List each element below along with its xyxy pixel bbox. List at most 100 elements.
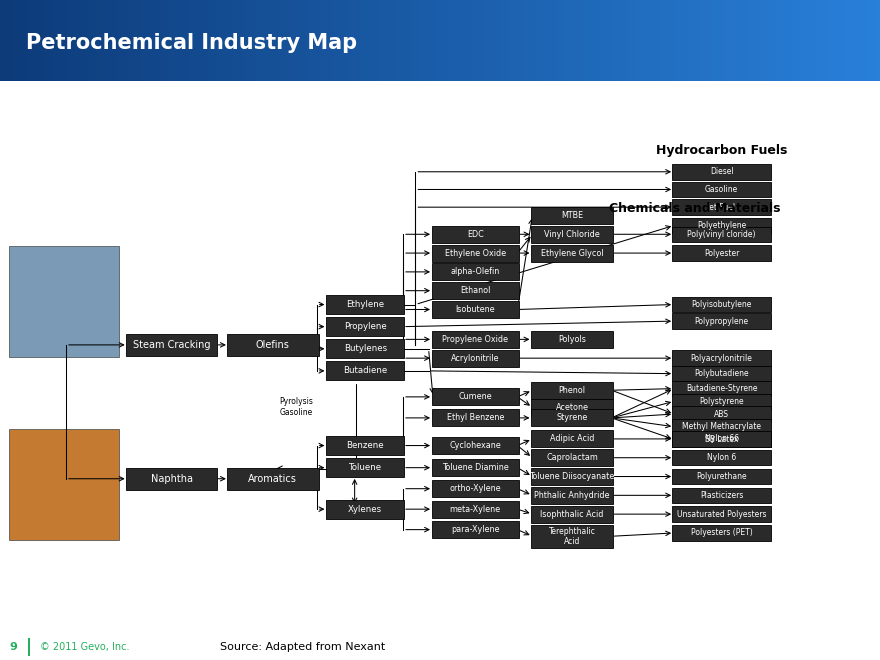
FancyBboxPatch shape	[672, 469, 771, 484]
Text: Cyclohexane: Cyclohexane	[450, 441, 501, 450]
FancyBboxPatch shape	[432, 244, 519, 261]
Text: Acetone: Acetone	[555, 403, 589, 412]
FancyBboxPatch shape	[531, 207, 613, 224]
FancyBboxPatch shape	[432, 500, 519, 517]
Text: Poly(vinyl cloride): Poly(vinyl cloride)	[687, 230, 756, 239]
FancyBboxPatch shape	[432, 331, 519, 348]
Text: Ethyl Benzene: Ethyl Benzene	[446, 413, 504, 422]
FancyBboxPatch shape	[672, 450, 771, 465]
FancyBboxPatch shape	[672, 314, 771, 329]
FancyBboxPatch shape	[432, 226, 519, 243]
FancyBboxPatch shape	[531, 487, 613, 504]
FancyBboxPatch shape	[126, 334, 217, 356]
FancyBboxPatch shape	[432, 521, 519, 538]
Text: Polyesters (PET): Polyesters (PET)	[691, 529, 752, 537]
FancyBboxPatch shape	[672, 419, 771, 434]
FancyBboxPatch shape	[227, 334, 319, 356]
Text: Butadiene: Butadiene	[343, 366, 387, 376]
Text: Nylon 6: Nylon 6	[707, 453, 737, 462]
Text: Ethylene: Ethylene	[346, 300, 385, 309]
FancyBboxPatch shape	[432, 263, 519, 280]
FancyBboxPatch shape	[531, 449, 613, 467]
FancyBboxPatch shape	[672, 432, 771, 447]
FancyBboxPatch shape	[531, 468, 613, 485]
Text: Ethylene Oxide: Ethylene Oxide	[444, 249, 506, 257]
Text: meta-Xylene: meta-Xylene	[450, 505, 501, 513]
Text: SB Latex: SB Latex	[705, 435, 738, 444]
FancyBboxPatch shape	[531, 409, 613, 426]
FancyBboxPatch shape	[531, 226, 613, 243]
FancyBboxPatch shape	[672, 525, 771, 541]
Text: Vinyl Chloride: Vinyl Chloride	[544, 230, 600, 239]
Text: Adipic Acid: Adipic Acid	[550, 434, 594, 444]
FancyBboxPatch shape	[672, 297, 771, 312]
Text: alpha-Olefin: alpha-Olefin	[451, 267, 500, 277]
FancyBboxPatch shape	[672, 164, 771, 180]
Text: Xylenes: Xylenes	[348, 505, 382, 513]
Text: MTBE: MTBE	[561, 211, 583, 220]
Text: para-Xylene: para-Xylene	[451, 525, 500, 534]
Text: Terephthalic
Acid: Terephthalic Acid	[548, 527, 596, 546]
Text: Phthalic Anhydride: Phthalic Anhydride	[534, 491, 610, 500]
Text: Methyl Methacrylate: Methyl Methacrylate	[682, 422, 761, 431]
FancyBboxPatch shape	[531, 331, 613, 348]
Text: Acrylonitrile: Acrylonitrile	[451, 354, 500, 362]
FancyBboxPatch shape	[531, 525, 613, 548]
FancyBboxPatch shape	[531, 430, 613, 447]
Text: Propylene: Propylene	[344, 322, 386, 331]
Text: Polyethylene: Polyethylene	[697, 221, 746, 230]
FancyBboxPatch shape	[531, 506, 613, 523]
Text: Toluene Diisocyanate: Toluene Diisocyanate	[530, 472, 614, 481]
FancyBboxPatch shape	[432, 301, 519, 318]
FancyBboxPatch shape	[672, 366, 771, 381]
FancyBboxPatch shape	[227, 468, 319, 490]
Text: EDC: EDC	[466, 230, 484, 239]
FancyBboxPatch shape	[432, 282, 519, 299]
FancyBboxPatch shape	[531, 399, 613, 416]
FancyBboxPatch shape	[432, 459, 519, 477]
Text: Polypropylene: Polypropylene	[694, 317, 749, 325]
FancyBboxPatch shape	[672, 381, 771, 396]
Text: Butylenes: Butylenes	[343, 345, 387, 353]
Text: Nylon 66: Nylon 66	[705, 434, 738, 444]
FancyBboxPatch shape	[672, 218, 771, 233]
Text: Steam Cracking: Steam Cracking	[133, 340, 210, 350]
Text: Plasticizers: Plasticizers	[700, 491, 744, 500]
FancyBboxPatch shape	[326, 362, 405, 380]
Text: Polyisobutylene: Polyisobutylene	[692, 300, 752, 309]
FancyBboxPatch shape	[326, 458, 405, 477]
FancyBboxPatch shape	[672, 431, 771, 447]
Text: Polybutadiene: Polybutadiene	[694, 369, 749, 378]
FancyBboxPatch shape	[672, 199, 771, 215]
FancyBboxPatch shape	[672, 407, 771, 422]
Text: Polyacrylonitrile: Polyacrylonitrile	[691, 354, 752, 362]
FancyBboxPatch shape	[672, 226, 771, 242]
FancyBboxPatch shape	[326, 317, 405, 336]
Text: Aromatics: Aromatics	[248, 474, 297, 484]
Text: © 2011 Gevo, Inc.: © 2011 Gevo, Inc.	[40, 642, 129, 652]
Text: Chemicals and Materials: Chemicals and Materials	[610, 203, 781, 215]
FancyBboxPatch shape	[432, 350, 519, 367]
FancyBboxPatch shape	[126, 468, 217, 490]
Text: Unsaturated Polyesters: Unsaturated Polyesters	[677, 510, 766, 519]
FancyBboxPatch shape	[672, 246, 771, 261]
Text: Source: Adapted from Nexant: Source: Adapted from Nexant	[220, 642, 385, 652]
Text: Polyester: Polyester	[704, 249, 739, 257]
Text: Isophthalic Acid: Isophthalic Acid	[540, 510, 604, 519]
Text: 9: 9	[10, 642, 17, 652]
Text: Ethylene Glycol: Ethylene Glycol	[540, 249, 604, 257]
Text: Styrene: Styrene	[556, 413, 588, 422]
FancyBboxPatch shape	[432, 480, 519, 497]
Text: Hydrocarbon Fuels: Hydrocarbon Fuels	[656, 144, 788, 156]
FancyBboxPatch shape	[672, 506, 771, 522]
FancyBboxPatch shape	[672, 350, 771, 366]
Text: Benzene: Benzene	[347, 441, 384, 450]
Text: ABS: ABS	[714, 409, 730, 418]
Text: Polystyrene: Polystyrene	[700, 397, 744, 406]
Text: Diesel: Diesel	[710, 167, 733, 176]
Text: Polyols: Polyols	[558, 335, 586, 344]
FancyBboxPatch shape	[672, 393, 771, 409]
Text: Butadiene-Styrene: Butadiene-Styrene	[686, 384, 758, 393]
Text: Jet Fuel: Jet Fuel	[708, 203, 736, 212]
Text: Phenol: Phenol	[559, 385, 585, 395]
